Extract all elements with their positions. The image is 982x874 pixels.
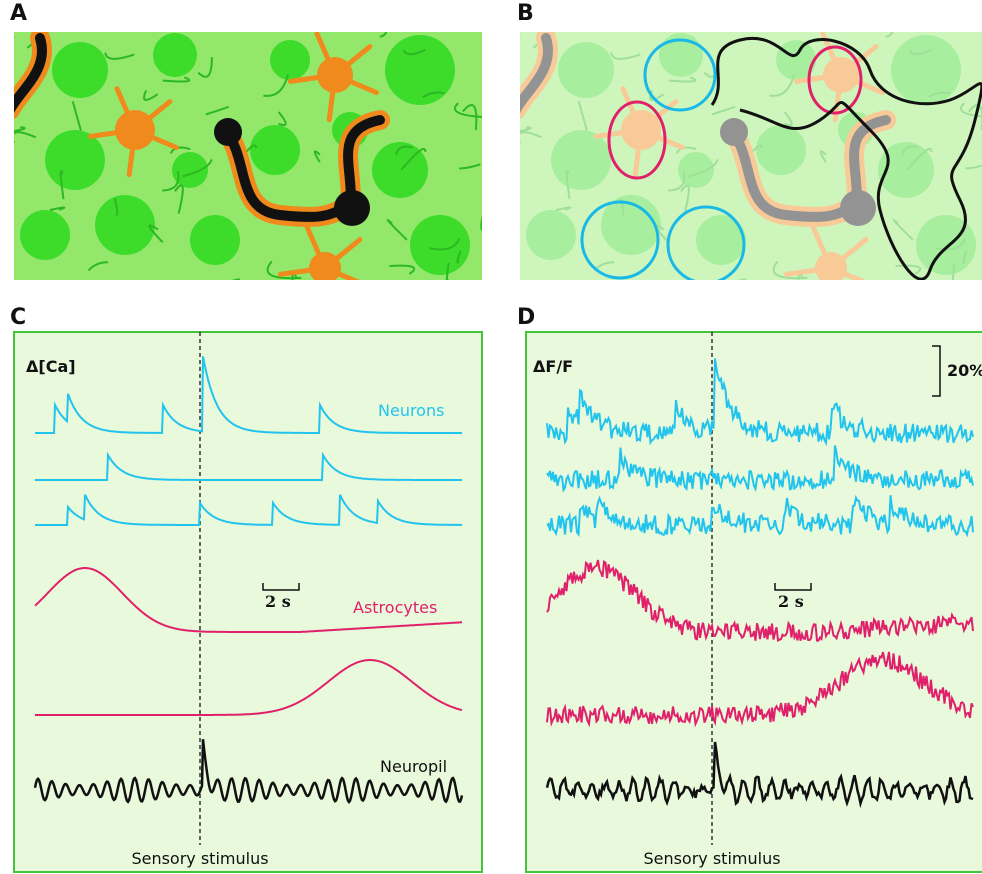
fiber [104, 52, 135, 60]
panel-label: C [10, 305, 26, 330]
fiber [266, 260, 302, 280]
fiber [49, 206, 66, 211]
fiber [143, 90, 159, 101]
fiber [182, 158, 213, 178]
fiber [520, 36, 521, 39]
cell-body [250, 125, 300, 175]
time-scale-bar [262, 583, 300, 591]
fiber [429, 237, 461, 251]
fiber [14, 131, 37, 143]
fiber [462, 104, 478, 131]
roi-neuron [580, 200, 660, 280]
fiber [59, 169, 65, 200]
fiber [277, 111, 287, 127]
cell-body [52, 42, 108, 98]
fiber [162, 170, 180, 192]
fiber [453, 102, 482, 118]
fiber [313, 150, 321, 163]
fiber [71, 101, 82, 131]
neuron-soma [334, 190, 370, 226]
neuron-trace [546, 358, 974, 447]
fiber [162, 76, 191, 83]
astrocyte-trace [34, 567, 462, 633]
roi-astrocyte [607, 100, 667, 180]
neuron-trace [546, 494, 974, 538]
roi-neuropil [710, 36, 982, 280]
fiber [14, 36, 15, 39]
cell-body [270, 40, 310, 80]
cell-body [190, 215, 240, 265]
astrocyte-trace [546, 559, 974, 643]
panel-label: B [517, 1, 534, 26]
cell-body [95, 195, 155, 255]
panel-label: D [517, 305, 535, 330]
tissue-body [520, 32, 982, 280]
series-label: Neurons [378, 401, 444, 420]
cell-body [20, 210, 70, 260]
fiber [14, 126, 26, 133]
y-label: ΔF/F [533, 357, 573, 376]
astrocyte-trace [35, 659, 463, 716]
scale-label: 2 s [265, 592, 291, 611]
neuropil-trace [545, 741, 974, 809]
fade [520, 32, 982, 280]
fiber [480, 215, 482, 231]
astrocyte [317, 57, 353, 93]
scale-label: 20% [947, 361, 982, 380]
series-label: Neuropil [380, 757, 447, 776]
fiber [197, 57, 213, 78]
fiber [174, 184, 184, 214]
scale-label: 2 s [778, 592, 804, 611]
fiber [87, 261, 109, 272]
cell-body [172, 152, 208, 188]
cell-body [385, 35, 455, 105]
astrocyte [309, 252, 341, 280]
fiber [148, 224, 164, 243]
tissue-body [14, 32, 482, 280]
neuropil-trace [33, 739, 464, 804]
stimulus-label: Sensory stimulus [643, 849, 780, 868]
tissue [14, 32, 482, 280]
tissue [520, 32, 982, 280]
neuron-trace [35, 356, 462, 435]
panel-label: A [10, 1, 27, 26]
astrocyte-trace [546, 651, 974, 728]
cell-body [45, 130, 105, 190]
fiber [400, 147, 427, 171]
fiber [402, 48, 426, 56]
cell-body [153, 33, 197, 77]
y-label: Δ[Ca] [26, 357, 76, 376]
fiber [231, 278, 241, 280]
fiber [459, 163, 481, 170]
amplitude-scale-bar [932, 345, 941, 397]
fiber [445, 262, 450, 280]
roi-astrocyte [807, 45, 863, 115]
fiber [386, 219, 408, 241]
cell-body [410, 215, 470, 275]
neuron-trace [546, 445, 974, 493]
series-label: Astrocytes [353, 598, 437, 617]
roi-neuron [666, 205, 746, 280]
time-scale-bar [774, 583, 812, 591]
fiber [456, 250, 462, 264]
fiber [263, 74, 289, 97]
fiber [422, 91, 445, 98]
fiber [291, 272, 298, 280]
stimulus-label: Sensory stimulus [131, 849, 268, 868]
neuron-trace [35, 494, 462, 526]
neuron-trace [35, 451, 462, 481]
fiber [395, 145, 413, 156]
roi-neuron [643, 38, 717, 112]
astrocyte [115, 110, 155, 150]
fiber [379, 32, 388, 38]
neuron-soma [214, 118, 242, 146]
fiber [205, 105, 230, 116]
fiber [389, 264, 416, 275]
fiber [113, 198, 119, 216]
